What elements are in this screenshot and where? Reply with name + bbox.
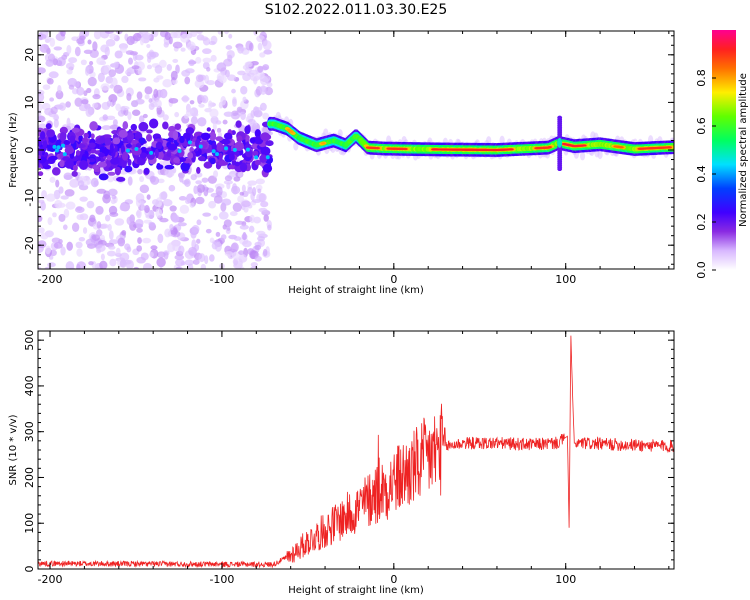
colorbar-label: Normalized spectral amplitude — [738, 73, 749, 227]
x-tick-label: -100 — [209, 573, 234, 586]
snr-ticks: -200 -100 0 100 0 100 200 300 400 500 — [23, 330, 674, 586]
y-tick-label: 0 — [23, 566, 36, 573]
colorbar-tick-label: 0.0 — [695, 261, 708, 279]
snr-frame — [37, 330, 675, 570]
y-tick-label: 0 — [23, 147, 36, 154]
x-tick-label: -200 — [38, 573, 63, 586]
colorbar-tick-label: 0.8 — [695, 69, 708, 87]
x-tick-label: -200 — [38, 273, 63, 286]
x-tick-label: 0 — [390, 273, 397, 286]
y-tick-label: -10 — [23, 189, 36, 207]
y-tick-label: 10 — [23, 95, 36, 109]
snr-plot: -200 -100 0 100 0 100 200 300 400 500 Height of s… — [8, 330, 675, 596]
y-tick-label: 500 — [23, 330, 36, 351]
spectrogram-ylabel: Frequency (Hz) — [8, 112, 19, 188]
x-tick-label: 100 — [555, 273, 576, 286]
colorbar-tick-label: 0.4 — [695, 165, 708, 183]
x-tick-label: 0 — [390, 573, 397, 586]
colorbar-tick-label: 0.6 — [695, 117, 708, 135]
y-tick-label: 100 — [23, 513, 36, 534]
y-tick-label: 20 — [23, 48, 36, 62]
x-tick-label: -100 — [209, 273, 234, 286]
chart-title: S102.2022.011.03.30.E25 — [265, 2, 448, 18]
y-tick-label: 300 — [23, 421, 36, 442]
snr-series-line — [38, 335, 674, 569]
colorbar-ticks: 0.0 0.2 0.4 0.6 0.8 — [695, 69, 716, 279]
colorbar-gradient — [712, 30, 736, 270]
colorbar-tick-label: 0.2 — [695, 213, 708, 231]
spectrogram-xlabel: Height of straight line (km) — [288, 285, 424, 296]
y-tick-label: 400 — [23, 375, 36, 396]
y-tick-label: -20 — [23, 236, 36, 254]
snr-ylabel: SNR (10 * v/v) — [8, 414, 19, 485]
y-tick-label: 200 — [23, 467, 36, 488]
snr-xlabel: Height of straight line (km) — [288, 585, 424, 596]
colorbar: 0.0 0.2 0.4 0.6 0.8 Normalized spectral ampl… — [695, 30, 749, 279]
spectrogram-heatmap — [38, 31, 674, 269]
x-tick-label: 100 — [555, 573, 576, 586]
